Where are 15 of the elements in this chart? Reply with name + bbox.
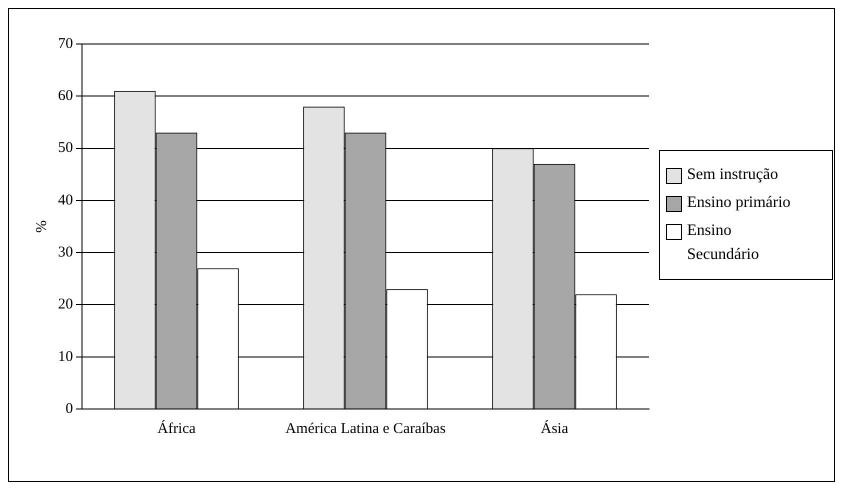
legend-label: Ensino primário <box>687 193 792 213</box>
x-tick-label: Ásia <box>540 420 569 437</box>
y-tick-label: 0 <box>66 400 73 417</box>
y-tick-label: 10 <box>58 348 73 365</box>
y-tick-label: 40 <box>58 192 73 208</box>
x-tick-label: África <box>157 420 196 437</box>
text: Ensino Secundário <box>687 221 760 265</box>
x-tick-label: América Latina e Caraíbas <box>285 420 446 437</box>
y-tick-label: 60 <box>58 88 73 104</box>
y-tick-label: 50 <box>58 140 73 156</box>
y-axis-title: % <box>34 220 50 233</box>
y-tick-label: 30 <box>58 244 73 261</box>
y-tick-label: 20 <box>58 296 73 313</box>
legend-label: Sem instrução <box>687 165 780 185</box>
y-tick-label: 70 <box>58 36 73 52</box>
